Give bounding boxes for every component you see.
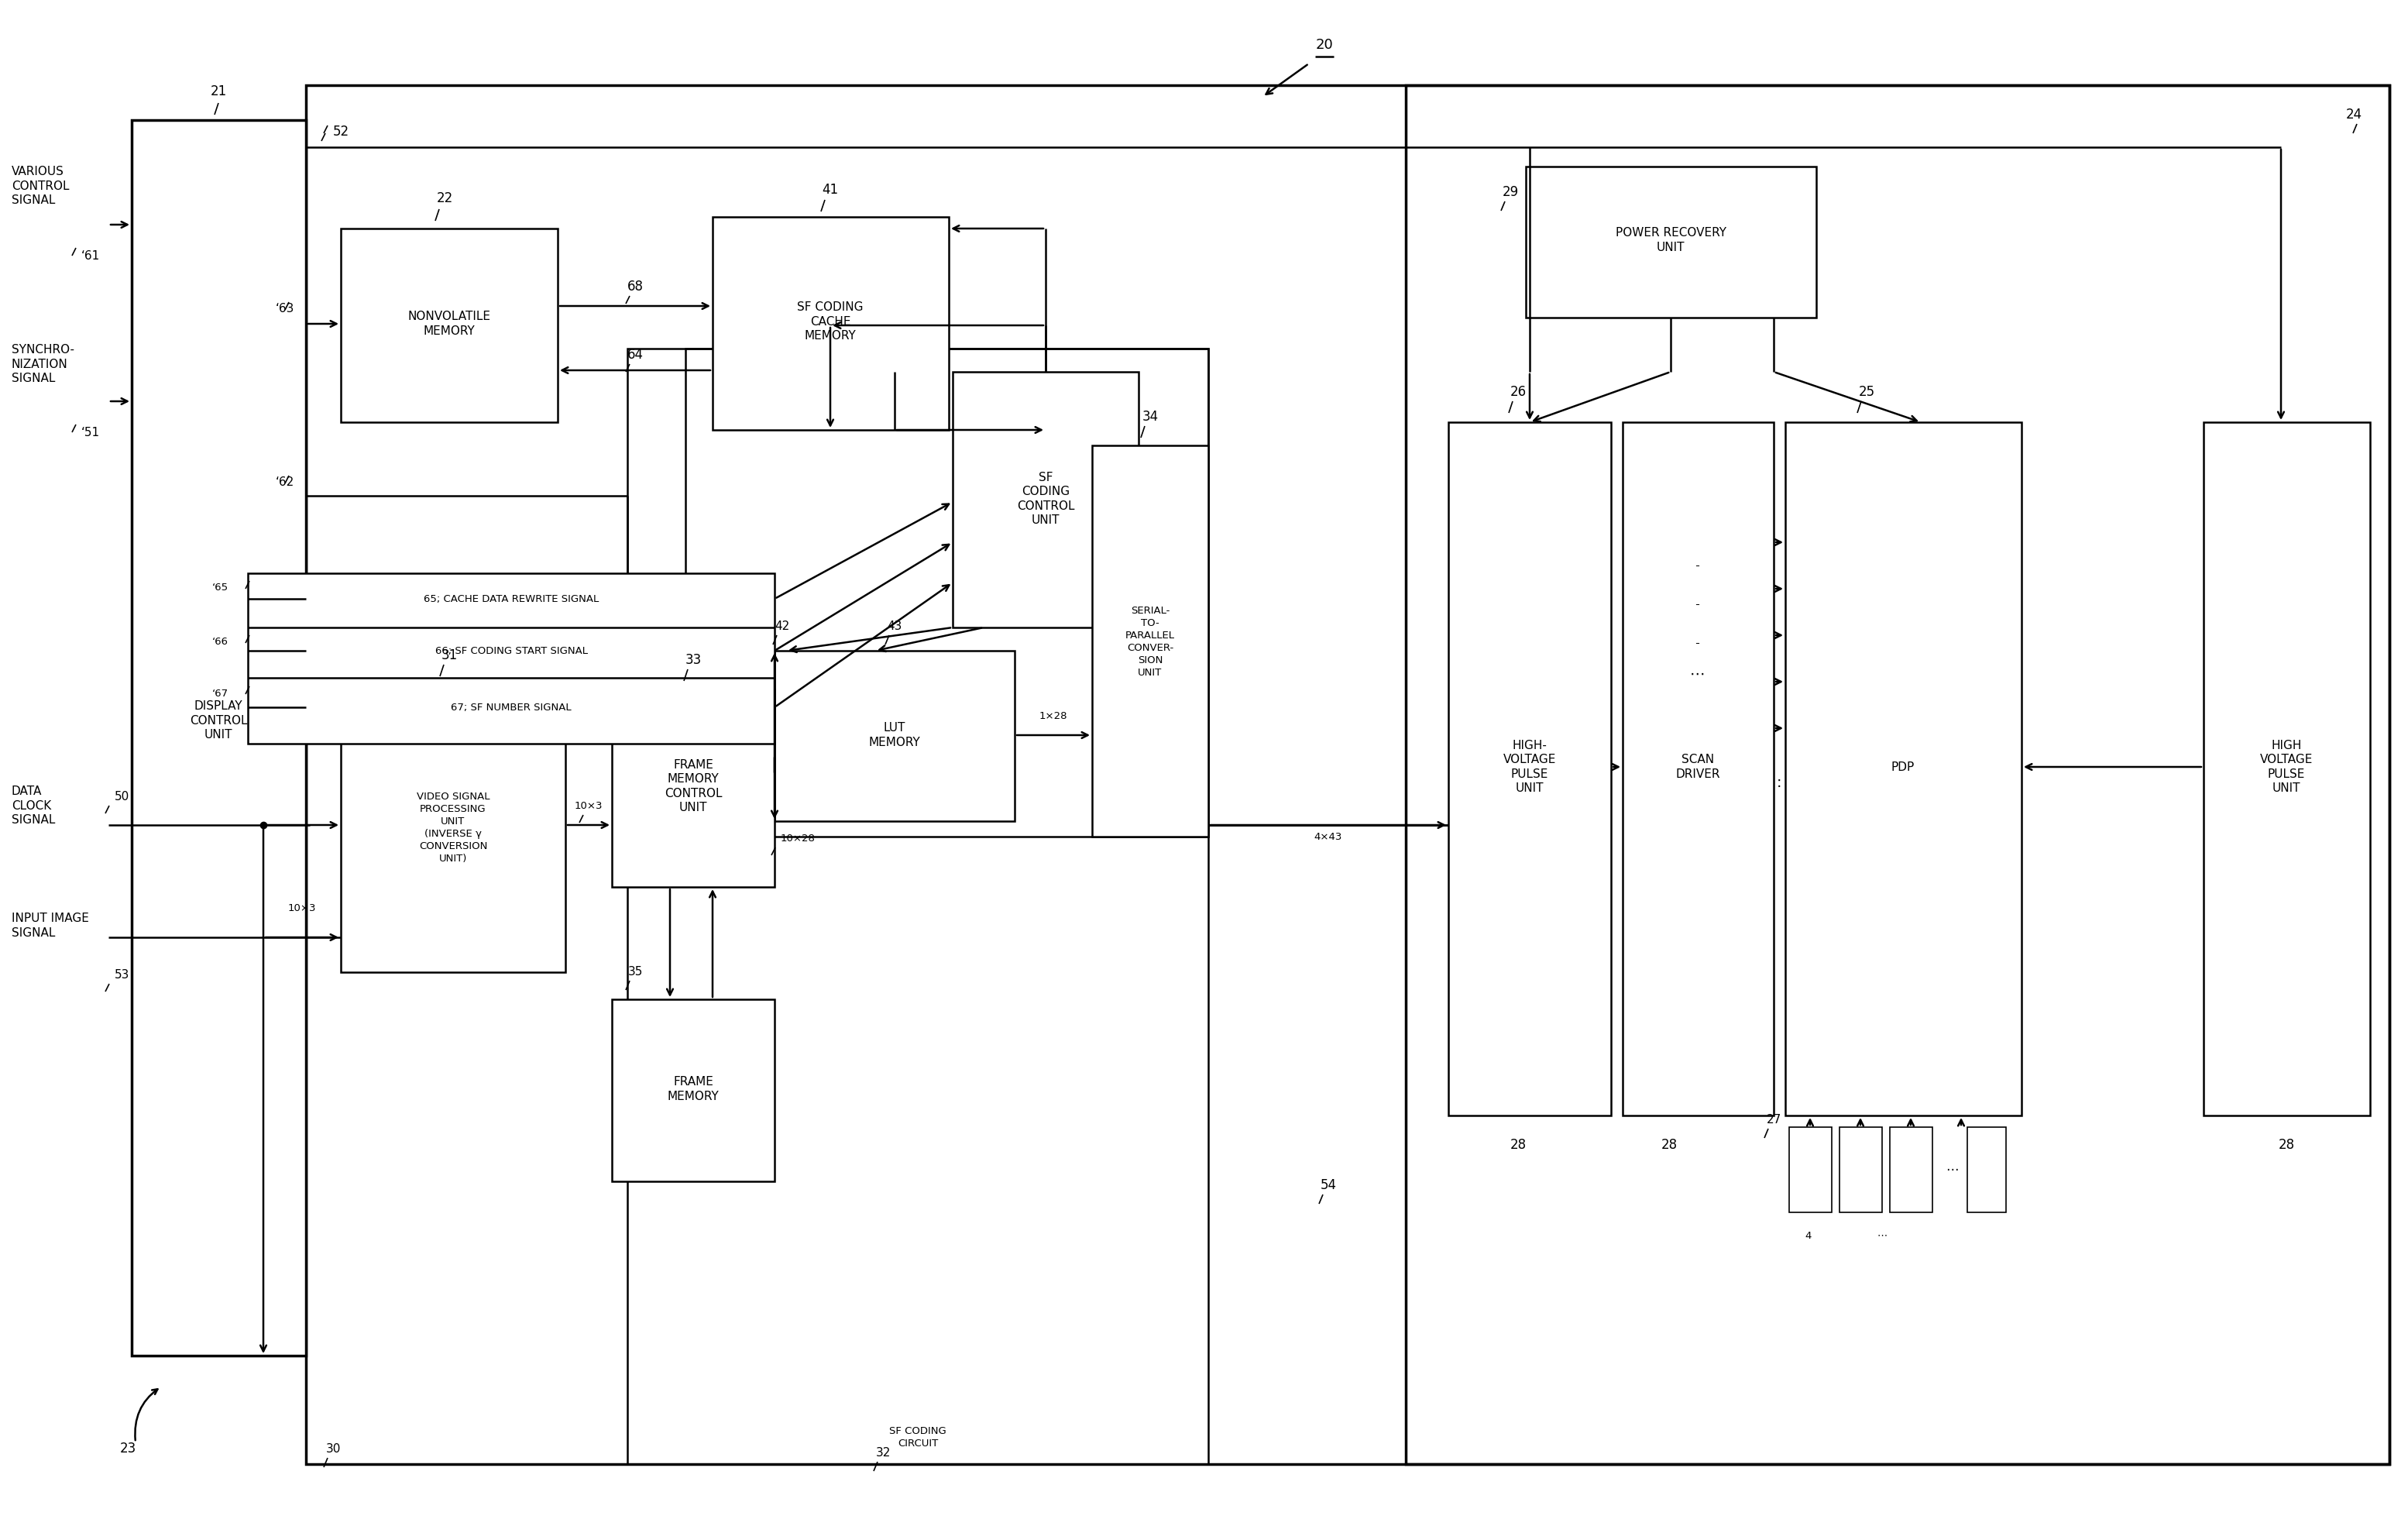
Text: 67; SF NUMBER SIGNAL: 67; SF NUMBER SIGNAL: [450, 702, 571, 713]
Text: 35: 35: [628, 966, 643, 978]
Text: 23: 23: [120, 1442, 135, 1455]
Bar: [1967, 1126, 2006, 1213]
Text: 68: 68: [626, 279, 643, 294]
Bar: [1789, 1126, 1832, 1213]
Text: 21: 21: [209, 85, 226, 99]
Text: 29: 29: [1503, 185, 1519, 199]
Text: 10×3: 10×3: [289, 904, 315, 913]
Bar: [628, 349, 1209, 1464]
Text: HIGH
VOLTAGE
PULSE
UNIT: HIGH VOLTAGE PULSE UNIT: [2261, 740, 2312, 794]
Text: ‘61: ‘61: [82, 250, 101, 261]
Text: POWER RECOVERY
UNIT: POWER RECOVERY UNIT: [1616, 227, 1727, 253]
Text: 53: 53: [116, 969, 130, 981]
Text: 22: 22: [436, 191, 453, 205]
Bar: [1840, 1126, 1883, 1213]
Text: FRAME
MEMORY: FRAME MEMORY: [667, 1076, 720, 1102]
Text: HIGH-
VOLTAGE
PULSE
UNIT: HIGH- VOLTAGE PULSE UNIT: [1503, 740, 1556, 794]
Bar: [342, 685, 566, 972]
Bar: [612, 999, 775, 1181]
Bar: [775, 650, 1014, 822]
Bar: [2203, 421, 2369, 1116]
Text: ‘51: ‘51: [82, 426, 101, 438]
Text: 65; CACHE DATA REWRITE SIGNAL: 65; CACHE DATA REWRITE SIGNAL: [424, 594, 600, 603]
Bar: [713, 217, 949, 431]
Bar: [1623, 421, 1775, 1116]
Text: NONVOLATILE
MEMORY: NONVOLATILE MEMORY: [407, 311, 491, 337]
Text: 28: 28: [1510, 1139, 1527, 1152]
Text: ‘67: ‘67: [212, 688, 229, 699]
Text: 42: 42: [775, 620, 790, 632]
Bar: [1527, 167, 1816, 318]
Text: 32: 32: [877, 1446, 891, 1458]
Text: VIDEO SIGNAL
PROCESSING
UNIT
(INVERSE γ
CONVERSION
UNIT): VIDEO SIGNAL PROCESSING UNIT (INVERSE γ …: [417, 791, 489, 863]
Text: 50: 50: [116, 790, 130, 802]
Text: 34: 34: [1141, 409, 1158, 424]
Text: 4: 4: [1806, 1231, 1811, 1240]
Bar: [686, 349, 1209, 837]
Bar: [306, 85, 2389, 1464]
Text: INPUT IMAGE
SIGNAL: INPUT IMAGE SIGNAL: [12, 913, 89, 938]
Text: ‘62: ‘62: [275, 476, 294, 488]
Text: SERIAL-
TO-
PARALLEL
CONVER-
SION
UNIT: SERIAL- TO- PARALLEL CONVER- SION UNIT: [1125, 605, 1175, 678]
Text: VARIOUS
CONTROL
SIGNAL: VARIOUS CONTROL SIGNAL: [12, 165, 70, 206]
Text: ⋯: ⋯: [1690, 667, 1705, 681]
Bar: [1093, 446, 1209, 837]
Text: 31: 31: [441, 649, 458, 662]
Text: 41: 41: [821, 183, 838, 197]
Text: SYNCHRO-
NIZATION
SIGNAL: SYNCHRO- NIZATION SIGNAL: [12, 344, 75, 385]
Text: ‘63: ‘63: [275, 303, 294, 314]
Text: FRAME
MEMORY
CONTROL
UNIT: FRAME MEMORY CONTROL UNIT: [665, 760, 722, 814]
Text: PDP: PDP: [1890, 761, 1914, 773]
Bar: [1447, 421, 1611, 1116]
Text: 27: 27: [1765, 1114, 1782, 1125]
Bar: [1890, 1126, 1934, 1213]
Text: 54: 54: [1320, 1178, 1336, 1192]
Text: 52: 52: [332, 124, 349, 138]
Bar: [612, 690, 775, 887]
Text: 64: 64: [626, 347, 643, 362]
Text: DATA
CLOCK
SIGNAL: DATA CLOCK SIGNAL: [12, 785, 55, 826]
Text: 30: 30: [325, 1443, 340, 1454]
Text: DISPLAY
CONTROL
UNIT: DISPLAY CONTROL UNIT: [190, 700, 248, 741]
Text: SF
CODING
CONTROL
UNIT: SF CODING CONTROL UNIT: [1016, 471, 1074, 526]
Text: 66; SF CODING START SIGNAL: 66; SF CODING START SIGNAL: [436, 646, 588, 656]
Text: 24: 24: [2345, 108, 2362, 121]
Text: 28: 28: [1662, 1139, 1678, 1152]
Text: 28: 28: [2278, 1139, 2295, 1152]
Text: 20: 20: [1315, 38, 1334, 52]
Text: 10×3: 10×3: [576, 800, 602, 811]
Text: ⋯: ⋯: [1876, 1231, 1888, 1240]
Text: ‘65: ‘65: [212, 582, 229, 593]
Text: 4×43: 4×43: [1315, 832, 1341, 841]
Text: 26: 26: [1510, 385, 1527, 399]
Bar: [954, 371, 1139, 628]
Text: ‘66: ‘66: [212, 637, 229, 646]
Text: ⋯: ⋯: [1946, 1163, 1958, 1176]
Bar: [248, 573, 775, 744]
Bar: [1784, 421, 2020, 1116]
Bar: [1406, 85, 2389, 1464]
Text: SF CODING
CIRCUIT: SF CODING CIRCUIT: [889, 1425, 946, 1448]
Text: 10×28: 10×28: [780, 834, 816, 843]
Text: LUT
MEMORY: LUT MEMORY: [869, 722, 920, 749]
Text: 25: 25: [1859, 385, 1876, 399]
Bar: [132, 120, 306, 1355]
Text: 33: 33: [684, 653, 701, 667]
Bar: [342, 229, 559, 421]
Text: 43: 43: [886, 620, 903, 632]
Text: :: :: [1777, 775, 1782, 790]
Text: 1×28: 1×28: [1040, 711, 1067, 720]
Text: SCAN
DRIVER: SCAN DRIVER: [1676, 753, 1719, 779]
Text: SF CODING
CACHE
MEMORY: SF CODING CACHE MEMORY: [797, 302, 864, 341]
